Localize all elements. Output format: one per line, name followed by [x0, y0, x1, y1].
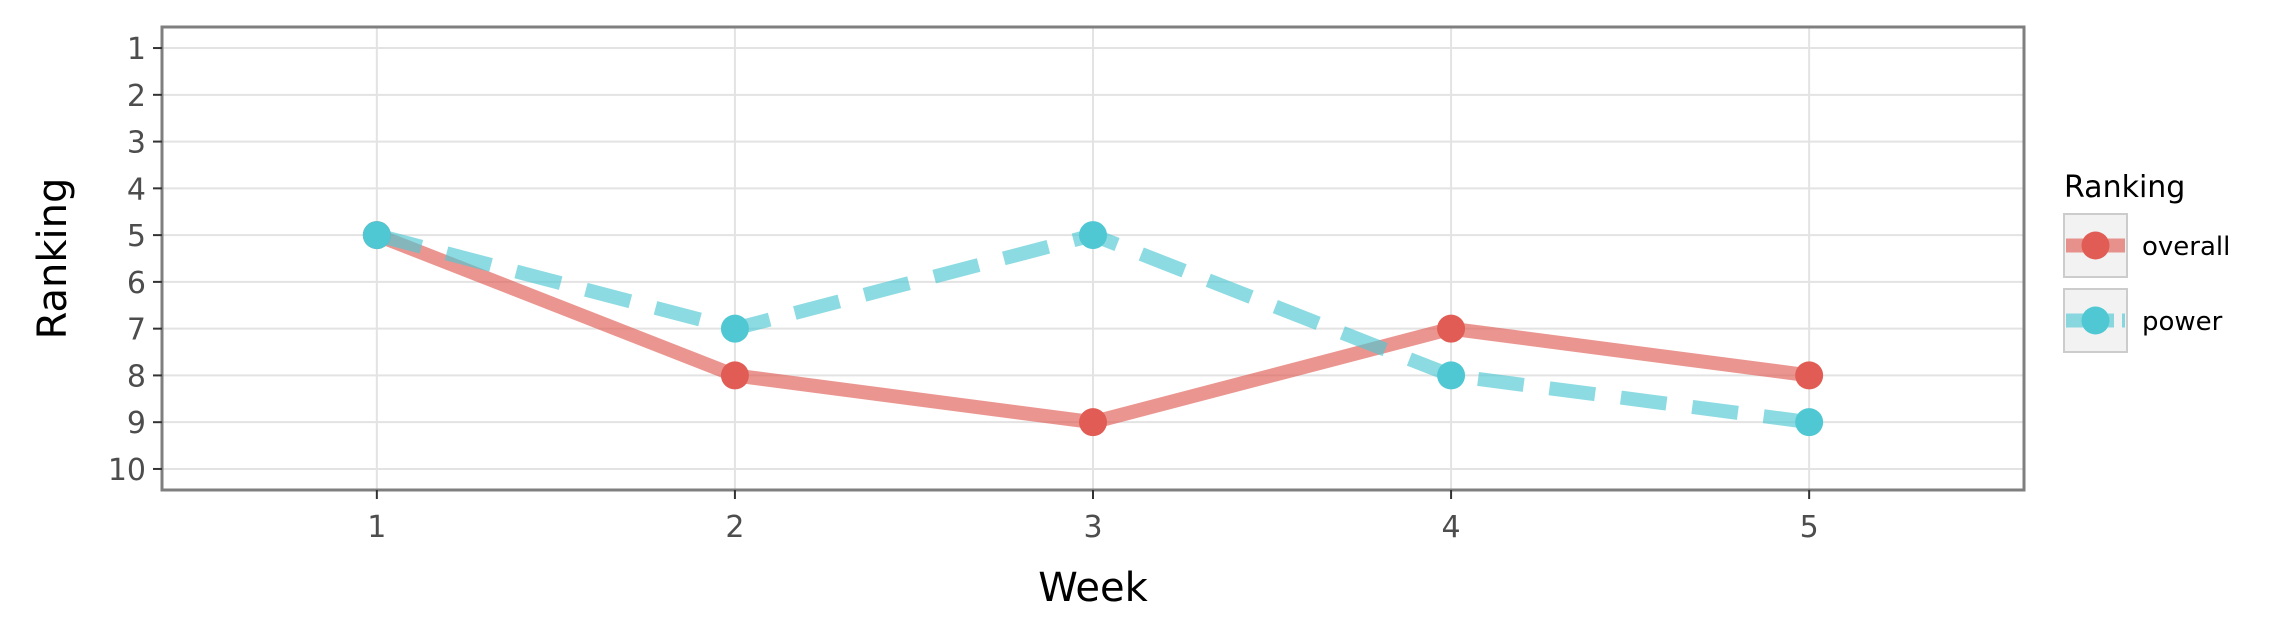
legend-point-overall	[2081, 231, 2110, 260]
data-point-power	[720, 314, 749, 343]
x-tick-label: 1	[367, 510, 386, 545]
legend-label-power: power	[2142, 307, 2223, 337]
axes: 1 2 3 4 5 1 2 3 4 5 6 7 8 9 10	[108, 32, 1819, 545]
y-tick-label: 10	[108, 453, 146, 488]
y-tick-label: 5	[127, 219, 146, 254]
y-tick-label: 6	[127, 266, 146, 301]
data-point-power	[1795, 408, 1824, 437]
x-axis-title: Week	[1038, 565, 1148, 611]
data-point-overall	[1795, 361, 1824, 390]
y-tick-label: 2	[127, 79, 146, 114]
data-point-overall	[720, 361, 749, 390]
series-points	[362, 221, 1824, 437]
y-axis-title: Ranking	[30, 178, 76, 340]
y-tick-label: 4	[127, 172, 146, 207]
data-point-overall	[1079, 408, 1107, 437]
legend: Ranking overall power	[2063, 170, 2230, 353]
x-tick-label: 2	[725, 510, 744, 545]
y-tick-label: 1	[127, 32, 146, 67]
data-point-power	[1079, 221, 1107, 250]
data-point-overall	[1437, 314, 1466, 343]
y-tick-label: 8	[127, 359, 146, 394]
data-point-power	[1437, 361, 1466, 390]
y-tick-label: 9	[127, 406, 146, 441]
legend-title: Ranking	[2064, 170, 2185, 205]
y-tick-label: 3	[127, 126, 146, 161]
legend-point-power	[2081, 306, 2110, 335]
x-tick-label: 5	[1800, 510, 1819, 545]
x-tick-label: 4	[1442, 510, 1461, 545]
data-point-power	[362, 221, 391, 250]
y-tick-label: 7	[127, 313, 146, 348]
legend-label-overall: overall	[2142, 232, 2230, 262]
x-tick-label: 3	[1083, 510, 1102, 545]
